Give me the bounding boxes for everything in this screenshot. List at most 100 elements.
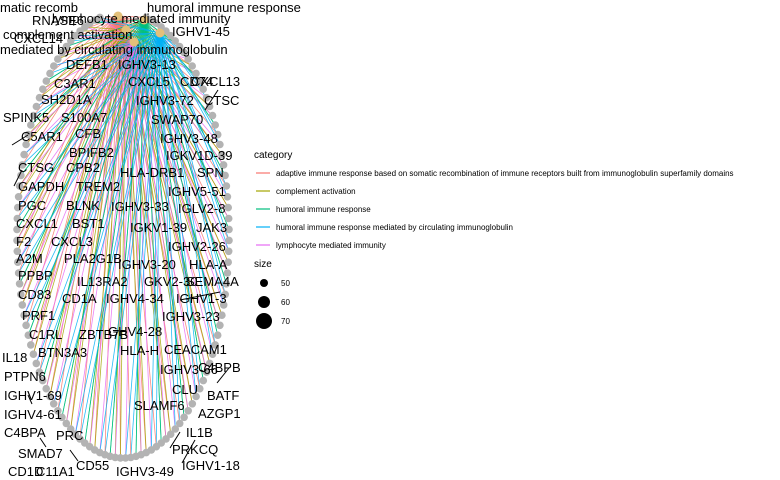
node-label: SH2D1A [41,92,92,107]
node-label: F2 [16,234,31,249]
edge [150,32,161,450]
node-label: A2M [16,251,43,266]
gene-node [29,350,38,359]
legend-label: humoral immune response mediated by circ… [276,223,513,232]
node-label: AZGP1 [198,406,241,421]
gene-node [13,258,22,267]
gene-node [35,93,44,102]
label-leader [13,169,23,187]
size-legend-title: size [254,259,272,270]
gene-node [71,31,80,40]
node-label: CD55 [76,458,109,473]
node-label: ZBTB7B [79,327,128,342]
edge [57,32,161,411]
node-label: BTN3A3 [38,345,87,360]
edge [109,19,145,457]
gene-node [66,425,75,433]
gene-node [192,69,200,78]
category-node [121,25,131,35]
gene-node [18,301,27,309]
gene-node [175,419,184,428]
node-label: SMAD7 [18,446,63,461]
edge [36,41,135,107]
gene-node [15,280,24,288]
gene-node [192,392,200,401]
gene-node [13,203,22,212]
edge [159,32,181,424]
node-label: C1RL [29,327,62,342]
gene-node [13,225,21,234]
gene-node [32,102,41,111]
gene-node [213,130,222,139]
node-label: mediated by circulating immunoglobulin [0,42,228,57]
gene-node [199,85,207,93]
node-label: CD1D [8,464,43,479]
edge [61,41,135,53]
node-label: CPB2 [66,160,100,175]
edge [143,19,162,444]
node-label: CXCL1 [16,216,58,231]
edge [159,32,228,197]
node-label: BPIFB2 [69,145,114,160]
node-label: C11A1 [36,464,75,479]
node-label: IGHV1-45 [172,24,230,39]
gene-node [62,419,71,428]
edge [117,15,132,458]
gene-node [14,269,23,277]
gene-node [196,384,204,393]
edge [89,41,135,447]
label-leader [179,291,221,301]
node-label: GHV4-28 [108,324,162,339]
node-label: PPBP [18,268,53,283]
edge [125,29,210,107]
node-label: CTSC [204,93,239,108]
node-label: GAPDH [18,179,64,194]
edge [61,29,127,53]
gene-node [180,413,188,422]
gene-node [222,280,231,288]
legend-label: complement activation [276,187,356,196]
gene-node [221,290,229,299]
label-layer: matic recomb humoral immune responselymph… [0,0,301,479]
gene-node [199,376,208,385]
gene-node [223,269,232,277]
node-label: C5AR1 [21,129,63,144]
gene-node [42,384,50,393]
edge [70,32,161,42]
gene-node [35,368,44,376]
gene-node [54,55,62,63]
label-leader [39,437,47,448]
edge [99,32,161,453]
gene-node [221,171,229,180]
gene-node [17,290,25,299]
gene-node [208,350,217,359]
gene-node [27,121,35,129]
edge [19,29,127,187]
node-label: C4BPA [4,425,46,440]
node-label: PRF1 [22,308,55,323]
label-leader [27,394,33,405]
edge [49,29,127,397]
gene-node [225,225,233,234]
size-label: 60 [281,298,290,307]
edge [25,32,161,326]
node-label: SLAMF6 [134,398,185,413]
node-label: IGLV2-8 [178,201,225,216]
gene-node [62,42,71,51]
edge [39,15,119,373]
size-label: 70 [281,317,290,326]
node-label: IL18 [2,350,27,365]
legend-label: lymphocyte mediated immunity [276,241,386,250]
node-label: BLNK [66,198,100,213]
node-label: IGHV2-26 [168,239,226,254]
node-label: HLA-DRB1 [120,165,184,180]
node-label: IGHV1-3 [176,291,227,306]
gene-node [219,161,228,169]
node-label: CFB [75,126,101,141]
edge [28,41,135,135]
edge [84,26,127,31]
edge [130,32,161,458]
edge [27,19,145,336]
gene-node [15,182,24,190]
